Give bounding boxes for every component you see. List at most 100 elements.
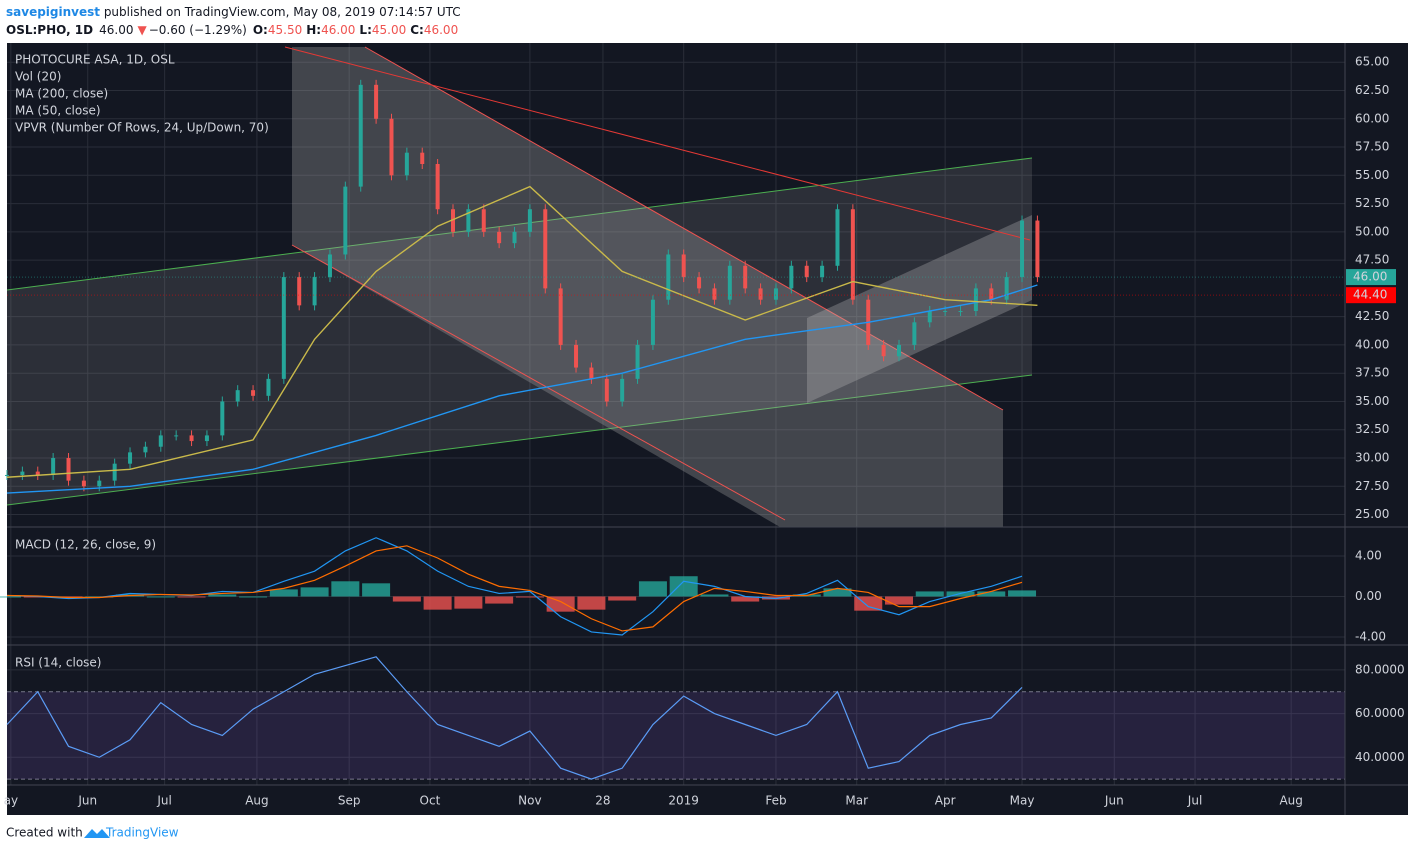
candle xyxy=(404,152,409,176)
l: 45.00 xyxy=(372,23,406,37)
channel-line xyxy=(364,46,1004,411)
histogram-bar xyxy=(823,588,852,597)
l-label: L: xyxy=(359,23,371,37)
candle xyxy=(558,288,563,345)
y-tick-label: 65.00 xyxy=(1355,55,1389,69)
y-tick-label: 60.00 xyxy=(1355,111,1389,125)
h-label: H: xyxy=(306,23,321,37)
candle xyxy=(620,378,625,402)
arrow: ▼ xyxy=(137,23,147,37)
x-tick-label: May xyxy=(1010,794,1035,808)
candle xyxy=(174,435,179,437)
x-tick-label: Jul xyxy=(1187,794,1202,808)
histogram-bar xyxy=(485,596,514,604)
y-tick-label: 40.00 xyxy=(1355,337,1389,351)
y-tick-label: 50.00 xyxy=(1355,224,1389,238)
indicator-line xyxy=(6,656,1023,780)
histogram-bar xyxy=(454,596,483,609)
y-tick-label: 4.00 xyxy=(1355,548,1382,562)
x-tick-label: Jun xyxy=(1104,794,1124,808)
histogram-bar xyxy=(331,581,360,597)
candle xyxy=(5,474,9,476)
x-tick-label: Jul xyxy=(156,794,171,808)
candle xyxy=(943,311,948,313)
candle xyxy=(20,471,25,475)
header: savepiginvest published on TradingView.c… xyxy=(6,5,461,840)
c: 46.00 xyxy=(424,23,458,37)
candle xyxy=(512,231,517,244)
histogram-bar xyxy=(885,596,913,605)
histogram-bar xyxy=(700,594,729,597)
x-tick-label: Apr xyxy=(935,794,956,808)
channel xyxy=(807,215,1032,403)
indicator-label: Vol (20) xyxy=(15,70,61,84)
candle xyxy=(697,277,702,289)
candle xyxy=(97,480,102,487)
ohlc: OSL:PHO, 1D 46.00 ▼ −0.60 (−1.29%) O:45.50 H:… xyxy=(6,23,458,37)
candle xyxy=(927,311,932,323)
candle xyxy=(420,152,425,164)
grid xyxy=(7,43,1345,785)
candle xyxy=(189,435,194,442)
candle xyxy=(358,84,363,187)
author: savepiginvest xyxy=(6,5,100,19)
ma-line xyxy=(6,185,1038,478)
candle xyxy=(897,344,901,357)
candle xyxy=(51,458,56,475)
footer-brand[interactable]: TradingView xyxy=(105,826,179,840)
candle xyxy=(220,401,225,436)
price-label: 44.40 xyxy=(1353,288,1387,302)
candle xyxy=(251,390,256,396)
histogram-bar xyxy=(638,581,667,597)
y-tick-label: 27.50 xyxy=(1355,479,1389,493)
candle xyxy=(497,231,502,244)
histogram-bar xyxy=(546,596,575,612)
candle xyxy=(158,435,163,447)
candle xyxy=(650,299,655,345)
trend-line xyxy=(284,46,1031,241)
histogram-bar xyxy=(608,596,637,601)
histogram-bar xyxy=(577,596,606,610)
price-label-bg xyxy=(1346,269,1396,286)
candle xyxy=(789,265,794,289)
channel xyxy=(7,158,1032,505)
pane-title: PHOTOCURE ASA, 1D, OSL xyxy=(15,53,175,67)
change: −0.60 (−1.29%) xyxy=(149,23,247,37)
histogram-bar xyxy=(1008,590,1037,597)
x-tick-label: Nov xyxy=(518,794,541,808)
x-tick-label: ay xyxy=(4,794,18,808)
y-tick-label: 52.50 xyxy=(1355,196,1389,210)
candle xyxy=(681,254,686,278)
histogram-bar xyxy=(146,596,175,598)
candle xyxy=(327,254,332,278)
candle xyxy=(820,265,825,278)
histogram-bar xyxy=(239,596,268,598)
candle xyxy=(466,209,471,232)
candle xyxy=(1004,277,1009,300)
pane-title: RSI (14, close) xyxy=(15,656,101,670)
candle xyxy=(481,209,486,232)
x-tick-label: Oct xyxy=(420,794,441,808)
brand-logo xyxy=(84,829,110,838)
histogram-bar xyxy=(269,589,298,597)
candle xyxy=(81,480,86,487)
histogram-bar xyxy=(669,576,698,597)
candle xyxy=(128,452,133,464)
x-tick-label: Mar xyxy=(845,794,868,808)
x-tick-label: Aug xyxy=(1279,794,1302,808)
o: 45.50 xyxy=(268,23,302,37)
candle xyxy=(143,446,148,453)
histogram-bar xyxy=(423,596,452,610)
histogram-bar xyxy=(300,587,329,597)
histogram-bar xyxy=(731,596,760,602)
ma-line xyxy=(6,284,1038,494)
candle xyxy=(973,288,978,312)
y-tick-label: 62.50 xyxy=(1355,83,1389,97)
candle xyxy=(374,84,379,119)
candle xyxy=(1035,220,1040,278)
y-tick-label: 55.00 xyxy=(1355,168,1389,182)
histogram-bar xyxy=(208,594,237,597)
histogram-bar xyxy=(392,596,421,602)
y-tick-label: 40.0000 xyxy=(1355,750,1405,764)
x-tick-label: Sep xyxy=(338,794,361,808)
